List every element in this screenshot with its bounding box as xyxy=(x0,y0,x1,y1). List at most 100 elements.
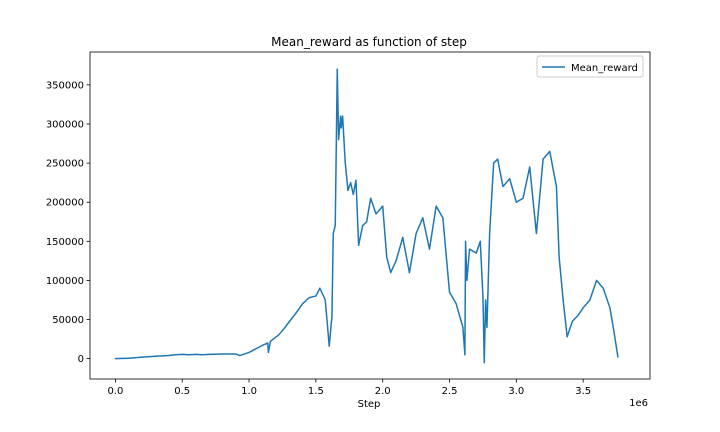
data-point xyxy=(468,248,471,250)
data-point xyxy=(582,307,584,309)
data-point xyxy=(308,297,310,299)
data-point xyxy=(328,345,330,347)
data-point xyxy=(577,315,579,317)
data-point xyxy=(466,279,468,282)
data-point xyxy=(415,232,417,235)
data-point xyxy=(332,232,334,235)
data-point xyxy=(221,353,223,355)
data-point xyxy=(336,68,338,70)
legend: Mean_reward xyxy=(536,55,644,78)
data-point xyxy=(194,353,197,355)
data-point xyxy=(515,201,517,203)
data-point xyxy=(562,299,564,301)
data-point xyxy=(502,185,504,188)
data-point xyxy=(347,189,349,192)
data-point xyxy=(201,354,203,356)
data-point xyxy=(340,127,342,129)
data-point xyxy=(114,358,116,360)
data-point xyxy=(337,139,340,141)
x-tick-label: 3.0 xyxy=(508,386,524,397)
data-point xyxy=(464,240,467,242)
data-point xyxy=(422,217,424,219)
data-point xyxy=(595,279,598,282)
data-point xyxy=(485,299,487,301)
data-point xyxy=(339,115,342,117)
data-point xyxy=(283,328,285,330)
data-point xyxy=(395,260,397,262)
data-point xyxy=(128,357,130,359)
data-point xyxy=(497,158,499,160)
data-point xyxy=(558,256,560,258)
data-point xyxy=(267,351,270,354)
y-tick-label: 350000 xyxy=(46,80,84,91)
data-point xyxy=(362,225,364,227)
y-tick-label: 200000 xyxy=(46,198,84,209)
data-point xyxy=(269,340,272,343)
data-point xyxy=(188,354,190,356)
data-point xyxy=(261,344,264,346)
data-point xyxy=(386,256,388,258)
data-point xyxy=(342,115,344,117)
data-point xyxy=(344,162,346,164)
chart-title: Mean_reward as function of step xyxy=(271,35,467,49)
data-point xyxy=(334,225,336,227)
y-tick-label: 50000 xyxy=(52,315,84,326)
data-point xyxy=(315,295,317,297)
data-point xyxy=(566,336,568,338)
data-point xyxy=(301,303,304,305)
data-point xyxy=(475,252,477,254)
data-point xyxy=(529,166,531,168)
data-point xyxy=(235,353,237,355)
plot-area xyxy=(89,51,651,380)
data-point xyxy=(408,272,411,274)
data-point xyxy=(295,312,297,314)
data-point xyxy=(493,162,495,164)
data-point xyxy=(483,361,485,364)
data-point xyxy=(613,330,615,332)
data-point xyxy=(375,213,377,215)
data-point xyxy=(248,351,250,354)
series-line-mean-reward xyxy=(115,68,619,364)
data-point xyxy=(154,355,157,357)
data-point xyxy=(339,123,341,125)
data-point xyxy=(239,354,241,357)
x-tick-label: 2.0 xyxy=(375,386,391,397)
data-point xyxy=(549,150,551,152)
data-point xyxy=(482,295,484,297)
x-axis: 0.0 0.5 1.0 1.5 2.0 2.5 3.0 3.5 xyxy=(107,379,591,397)
data-point xyxy=(350,182,352,184)
data-point xyxy=(141,356,143,358)
data-point xyxy=(489,232,491,235)
data-point xyxy=(522,197,524,199)
data-point xyxy=(382,205,384,207)
data-point xyxy=(319,287,321,289)
data-point xyxy=(358,244,360,246)
data-point xyxy=(366,221,368,223)
data-point xyxy=(390,272,392,274)
data-point xyxy=(435,205,437,207)
data-point xyxy=(355,179,357,181)
data-point xyxy=(442,217,444,219)
y-tick-label: 250000 xyxy=(46,159,84,170)
data-point xyxy=(402,236,404,239)
data-point xyxy=(617,356,619,358)
data-point xyxy=(208,353,210,355)
y-tick-label: 150000 xyxy=(46,237,84,248)
x-tick-label: 1.5 xyxy=(308,386,324,397)
x-tick-label: 2.5 xyxy=(442,386,458,397)
data-point xyxy=(509,178,511,180)
data-point xyxy=(428,248,431,250)
y-tick-label: 100000 xyxy=(46,276,84,287)
data-point xyxy=(479,240,481,242)
data-point xyxy=(555,185,558,188)
data-point xyxy=(181,353,183,355)
series-points xyxy=(114,68,619,364)
data-point xyxy=(330,322,332,325)
data-point xyxy=(609,307,611,309)
data-point xyxy=(168,354,170,357)
x-tick-label: 0.5 xyxy=(174,386,190,397)
data-point xyxy=(277,334,280,336)
data-point xyxy=(486,326,488,328)
data-point xyxy=(602,287,604,289)
x-axis-label: Step xyxy=(358,399,381,410)
